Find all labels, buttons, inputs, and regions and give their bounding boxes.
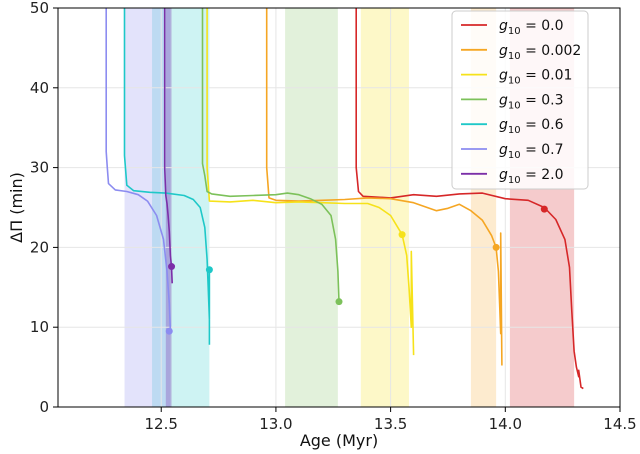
series-marker-0	[540, 205, 548, 213]
series-line-5	[105, 8, 172, 332]
x-tick-label: 13.5	[374, 415, 407, 433]
legend-label-3: g10 = 0.3	[499, 92, 564, 111]
legend-label-0: g10 = 0.0	[499, 18, 564, 37]
legend-box	[451, 10, 589, 190]
y-tick-label: 40	[30, 79, 49, 97]
x-tick-label: 12.5	[145, 415, 178, 433]
x-tick-label: 14.0	[489, 415, 522, 433]
y-tick-label: 0	[39, 398, 49, 416]
band-3	[285, 8, 338, 407]
series-line-4	[123, 8, 211, 345]
series-line-6	[163, 8, 173, 284]
series-line-2	[206, 8, 415, 356]
series-marker-6	[168, 263, 176, 271]
y-axis-label: ΔΠ (min)	[7, 172, 26, 243]
series-line-0	[355, 8, 584, 390]
series-markers	[165, 205, 548, 335]
band-5	[124, 8, 171, 407]
legend-label-2: g10 = 0.01	[499, 68, 572, 87]
x-axis-ticks: 12.5 13.0 13.5 14.0 14.5	[145, 407, 637, 433]
y-tick-label: 30	[30, 159, 49, 177]
series-marker-4	[205, 266, 213, 274]
band-2	[360, 8, 409, 407]
series-marker-5	[165, 327, 173, 335]
legend-label-6: g10 = 2.0	[499, 167, 564, 186]
series-marker-1	[492, 243, 500, 251]
x-tick-label: 14.5	[603, 415, 636, 433]
y-tick-label: 10	[30, 318, 49, 336]
legend-label-4: g10 = 0.6	[499, 117, 564, 136]
series-marker-2	[398, 231, 406, 239]
y-tick-label: 50	[30, 0, 49, 17]
series-line-1	[265, 8, 503, 366]
x-tick-label: 13.0	[259, 415, 292, 433]
series-lines	[105, 8, 584, 390]
legend-label-1: g10 = 0.002	[499, 43, 581, 62]
legend: g10 = 0.0 g10 = 0.002 g10 = 0.01 g10 = 0.3 g…	[451, 10, 589, 190]
series-line-3	[201, 8, 340, 302]
x-axis-label: Age (Myr)	[300, 431, 378, 450]
series-marker-3	[335, 298, 343, 306]
y-tick-label: 20	[30, 238, 49, 256]
y-axis-ticks: 0 10 20 30 40 50	[30, 0, 58, 416]
legend-label-5: g10 = 0.7	[499, 142, 564, 161]
band-6	[165, 8, 172, 407]
plot-frame	[57, 7, 621, 408]
